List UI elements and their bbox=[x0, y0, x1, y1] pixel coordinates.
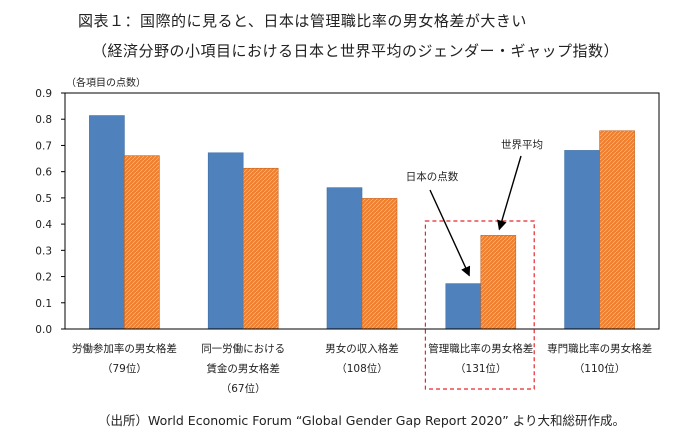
plot-area-border bbox=[64, 92, 660, 330]
x-category-label: 賃金の男女格差 bbox=[206, 362, 280, 375]
y-tick-label: 0.5 bbox=[35, 193, 52, 205]
chart-title-line1: 図表１：国際的に見ると、日本は管理職比率の男女格差が大きい bbox=[78, 12, 527, 30]
x-category-label: （67位） bbox=[221, 382, 266, 395]
y-tick-label: 0.1 bbox=[35, 298, 52, 310]
y-tick-label: 0.7 bbox=[35, 140, 52, 152]
bar-world-average bbox=[599, 130, 635, 330]
x-category-label: 労働参加率の男女格差 bbox=[72, 342, 177, 355]
bar-japan bbox=[207, 152, 244, 330]
annotation-world-label: 世界平均 bbox=[501, 139, 543, 151]
bar-japan bbox=[89, 115, 125, 330]
bar-world-average bbox=[361, 198, 398, 330]
y-tick-label: 0.2 bbox=[35, 272, 52, 284]
bar-world-average bbox=[242, 167, 279, 330]
bar-japan bbox=[564, 150, 600, 330]
y-tick-label: 0.9 bbox=[35, 88, 52, 100]
bar-japan bbox=[326, 187, 363, 330]
x-category-label: 専門職比率の男女格差 bbox=[547, 342, 652, 355]
x-category-label: 管理職比率の男女格差 bbox=[428, 342, 533, 355]
y-tick-label: 0.4 bbox=[35, 219, 52, 231]
x-category-label: （108位） bbox=[336, 362, 388, 375]
bar-world-average bbox=[480, 235, 517, 330]
y-axis-label: （各項目の点数） bbox=[66, 76, 146, 89]
y-tick-label: 0.8 bbox=[35, 114, 52, 126]
y-tick-label: 0.3 bbox=[35, 245, 52, 257]
source-note: （出所）World Economic Forum “Global Gender … bbox=[98, 413, 625, 428]
y-tick-label: 0.6 bbox=[35, 167, 52, 179]
x-category-label: （110位） bbox=[574, 362, 626, 375]
highlight-box bbox=[424, 220, 535, 390]
bar-world-average bbox=[124, 155, 160, 330]
annotation-japan-label: 日本の点数 bbox=[406, 170, 459, 183]
chart-subtitle: （経済分野の小項目における日本と世界平均のジェンダー・ギャップ指数） bbox=[92, 42, 620, 60]
y-tick-label: 0.0 bbox=[35, 324, 52, 336]
x-category-label: （131位） bbox=[455, 362, 507, 375]
annotation-world-arrow bbox=[497, 155, 522, 231]
bar-japan bbox=[445, 283, 482, 330]
x-category-label: （79位） bbox=[102, 362, 147, 375]
x-category-label: 男女の収入格差 bbox=[325, 342, 399, 355]
annotation-japan-arrow bbox=[429, 189, 471, 277]
x-category-label: 同一労働における bbox=[201, 342, 285, 355]
